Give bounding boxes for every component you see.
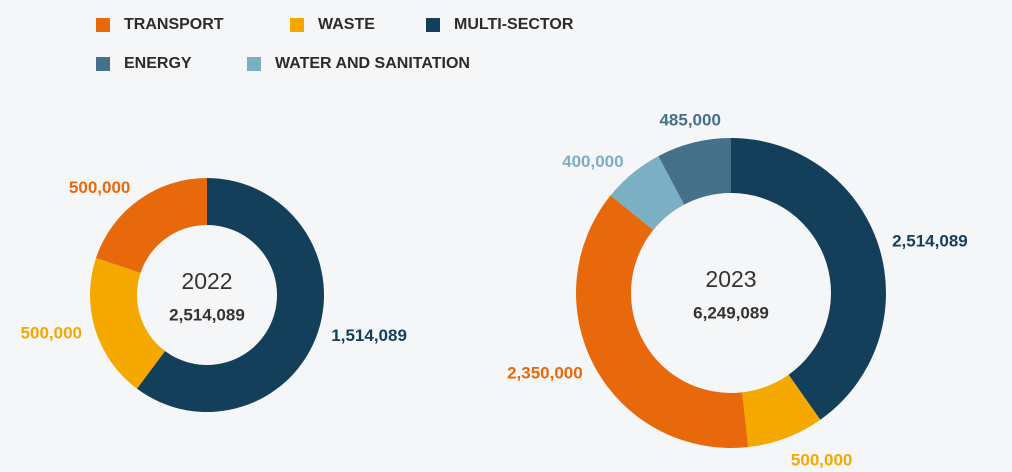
chart-title: 2023 [705, 266, 756, 292]
data-label: 2,350,000 [507, 364, 583, 383]
legend-label: MULTI-SECTOR [454, 16, 574, 33]
donut-segment [89, 258, 166, 389]
legend-swatch [247, 57, 261, 71]
donut-segment [731, 138, 886, 420]
donut-segment [95, 178, 207, 273]
donut-segment [742, 374, 821, 448]
legend-swatch [96, 18, 110, 32]
legend-swatch [426, 18, 440, 32]
legend-label: ENERGY [124, 55, 192, 72]
data-label: 500,000 [21, 324, 82, 343]
legend-swatch [290, 18, 304, 32]
data-label: 500,000 [69, 178, 130, 197]
data-label: 400,000 [562, 152, 623, 171]
data-label: 500,000 [791, 451, 852, 470]
legend-label: WATER AND SANITATION [275, 55, 470, 72]
data-label: 1,514,089 [331, 326, 407, 345]
total-label: 6,249,089 [693, 303, 769, 322]
chart-title: 2022 [181, 268, 232, 294]
legend-swatch [96, 57, 110, 71]
data-label: 2,514,089 [892, 231, 968, 250]
data-label: 485,000 [659, 110, 720, 129]
donut-segment [658, 138, 731, 205]
legend-label: TRANSPORT [124, 16, 224, 33]
donut-segment [576, 195, 749, 448]
legend-label: WASTE [318, 16, 375, 33]
donut-segment [610, 156, 685, 231]
donut-segment [136, 178, 325, 413]
total-label: 2,514,089 [169, 305, 245, 324]
